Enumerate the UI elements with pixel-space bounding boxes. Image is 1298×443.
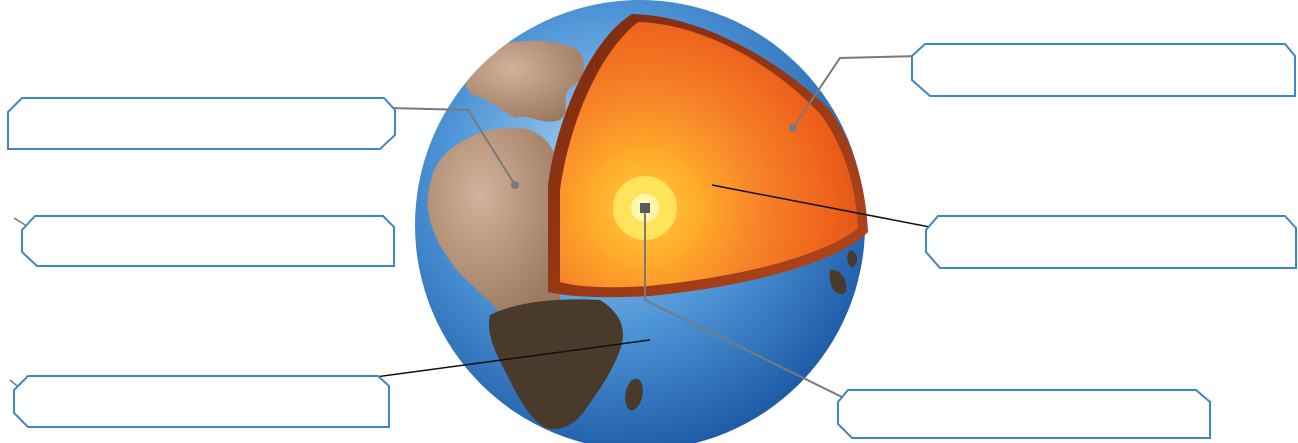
leader-line-right-1	[792, 55, 923, 129]
leader-square-core	[640, 203, 650, 213]
earth-cutaway	[548, 14, 868, 298]
leader-line-left-1	[389, 107, 516, 186]
leader-line-right-3	[644, 208, 849, 401]
label-box-left-2[interactable]	[21, 215, 395, 267]
southern-africa-landmass	[489, 299, 624, 430]
leader-line-left-3	[367, 339, 651, 379]
label-box-right-2[interactable]	[925, 215, 1297, 269]
label-boxes	[7, 43, 1297, 439]
madagascar-landmass	[625, 378, 643, 411]
africa-landmass	[427, 127, 560, 318]
leader-dot-left-1	[511, 181, 519, 189]
label-box-right-3[interactable]	[837, 389, 1211, 439]
label-box-left-3[interactable]	[13, 375, 390, 428]
label-box-left-1[interactable]	[7, 97, 396, 150]
leader-line-right-2	[711, 184, 936, 229]
islands	[829, 250, 858, 294]
label-box-right-1[interactable]	[911, 43, 1296, 97]
leader-dot-right-1	[789, 124, 797, 132]
europe-landmass	[464, 40, 585, 122]
